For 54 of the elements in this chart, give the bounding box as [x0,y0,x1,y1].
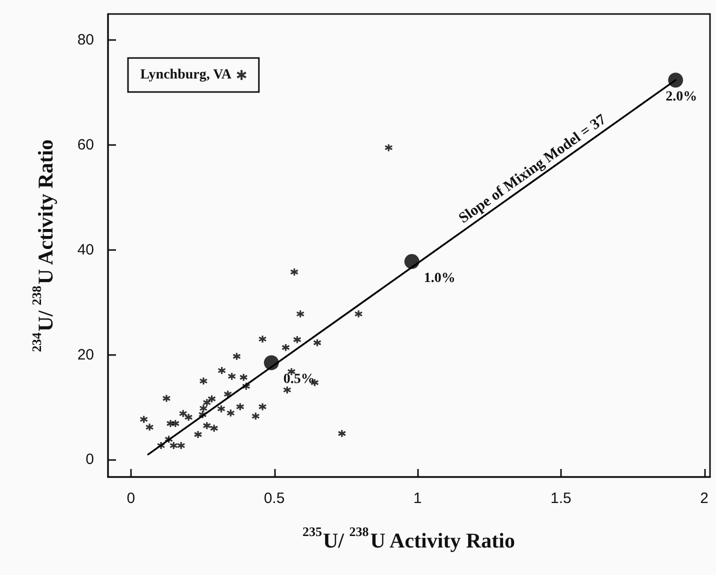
x-tick-label: 0 [126,490,136,507]
point [162,394,171,403]
point [668,72,684,88]
y-tick-label: 80 [77,32,94,49]
point [296,310,305,318]
point [242,382,250,391]
point [292,335,302,344]
point [384,143,393,152]
y-tick-label: 0 [86,451,94,468]
x-tick-label: 1 [413,490,422,507]
point [145,422,154,432]
point [207,394,216,404]
point [251,412,260,420]
point [228,372,236,381]
point [404,254,420,269]
annotation: 0.5% [283,372,315,388]
point [169,441,178,450]
point [236,402,244,412]
y-tick-label: 20 [77,346,94,364]
point [312,338,322,348]
annotation: 1.0% [424,270,456,286]
x-tick-label: 0.5 [264,490,285,507]
x-tick-label: 1.5 [550,490,572,507]
y-tick-label: 40 [77,241,94,258]
annotation: 2.0% [666,90,698,105]
point [202,398,212,407]
point [281,343,290,352]
point [258,402,267,412]
point [290,268,299,276]
point [176,441,186,450]
point [210,424,218,433]
point [338,429,346,438]
point [164,434,174,444]
y-axis-title: 234U/ 238U Activity Ratio [29,140,58,352]
point [258,334,267,344]
y-tick-label: 60 [77,136,94,154]
point [140,415,148,424]
point [156,441,166,450]
point [216,404,226,414]
point [199,404,208,413]
point [218,366,226,375]
point [282,386,292,394]
point [199,376,208,386]
point [264,355,279,370]
point [202,421,212,430]
point [239,373,248,382]
legend-label: Lynchburg, VA [140,68,232,82]
point [224,390,232,398]
point [232,352,242,361]
point [194,430,202,439]
x-tick-label: 2 [700,490,708,507]
point [198,410,207,419]
point [354,310,363,318]
point [226,408,235,418]
